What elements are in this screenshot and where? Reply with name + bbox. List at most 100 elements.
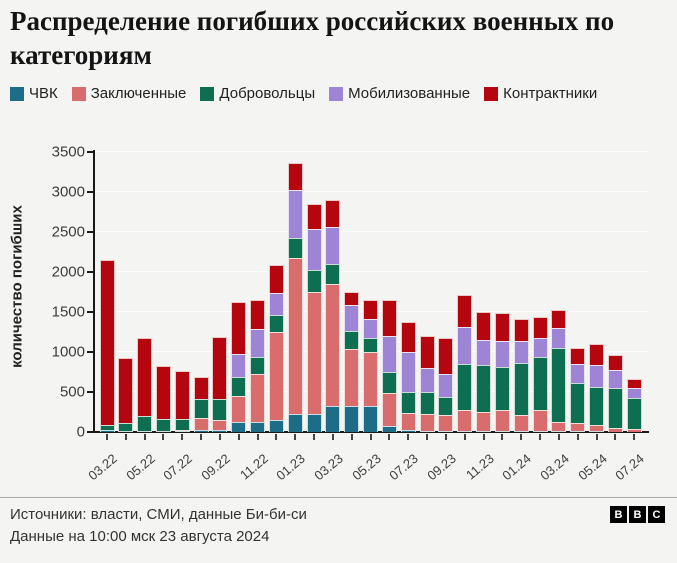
bar-segment-Контрактники[interactable]	[325, 199, 341, 227]
bar-segment-Мобилизованные[interactable]	[457, 327, 473, 365]
bar-segment-Контрактники[interactable]	[268, 264, 284, 294]
bar-01.24[interactable]	[513, 318, 529, 432]
bar-segment-ЧВК[interactable]	[287, 413, 303, 432]
bar-segment-Добровольцы[interactable]	[494, 367, 510, 411]
bar-04.23[interactable]	[344, 292, 360, 432]
bar-segment-Заключенные[interactable]	[476, 411, 492, 431]
bar-segment-Мобилизованные[interactable]	[589, 365, 605, 387]
bar-segment-ЧВК[interactable]	[494, 431, 510, 432]
bar-03.22[interactable]	[99, 259, 115, 432]
bar-segment-Контрактники[interactable]	[344, 292, 360, 305]
bar-segment-ЧВК[interactable]	[570, 431, 586, 432]
bar-segment-Добровольцы[interactable]	[438, 397, 454, 416]
bar-segment-Заключенные[interactable]	[268, 332, 284, 420]
bar-segment-Контрактники[interactable]	[193, 376, 209, 400]
bar-segment-Контрактники[interactable]	[513, 318, 529, 342]
bar-segment-Мобилизованные[interactable]	[438, 373, 454, 398]
bar-10.23[interactable]	[457, 294, 473, 432]
bar-segment-Добровольцы[interactable]	[268, 314, 284, 332]
bar-07.23[interactable]	[400, 321, 416, 432]
bar-segment-Добровольцы[interactable]	[363, 338, 379, 353]
bar-segment-Контрактники[interactable]	[570, 348, 586, 365]
bar-segment-Контрактники[interactable]	[99, 259, 115, 426]
bar-03.24[interactable]	[551, 309, 567, 432]
bar-segment-Мобилизованные[interactable]	[570, 364, 586, 384]
bar-segment-ЧВК[interactable]	[513, 431, 529, 432]
bar-segment-Заключенные[interactable]	[400, 412, 416, 431]
bar-segment-Добровольцы[interactable]	[381, 372, 397, 393]
bar-segment-Добровольцы[interactable]	[626, 398, 642, 429]
bar-segment-ЧВК[interactable]	[589, 431, 605, 432]
bar-segment-Мобилизованные[interactable]	[268, 293, 284, 315]
bar-segment-Добровольцы[interactable]	[155, 419, 171, 431]
bar-segment-ЧВК[interactable]	[155, 431, 171, 432]
bar-segment-Заключенные[interactable]	[626, 428, 642, 432]
bar-segment-ЧВК[interactable]	[212, 430, 228, 432]
bar-segment-ЧВК[interactable]	[231, 422, 247, 432]
bar-segment-ЧВК[interactable]	[325, 406, 341, 432]
bar-segment-Добровольцы[interactable]	[287, 237, 303, 258]
bar-04.22[interactable]	[118, 358, 134, 432]
bar-segment-Заключенные[interactable]	[306, 292, 322, 414]
bar-segment-Заключенные[interactable]	[419, 414, 435, 431]
bar-segment-ЧВК[interactable]	[193, 429, 209, 432]
bar-segment-Заключенные[interactable]	[250, 374, 266, 422]
bar-segment-ЧВК[interactable]	[400, 430, 416, 432]
bar-segment-Мобилизованные[interactable]	[325, 226, 341, 265]
bar-07.24[interactable]	[626, 379, 642, 432]
bar-12.22[interactable]	[268, 264, 284, 432]
bar-segment-Заключенные[interactable]	[231, 396, 247, 423]
bar-segment-Заключенные[interactable]	[494, 410, 510, 431]
bar-segment-Добровольцы[interactable]	[118, 422, 134, 431]
bar-segment-Контрактники[interactable]	[476, 311, 492, 340]
bar-segment-Добровольцы[interactable]	[570, 383, 586, 424]
bar-segment-ЧВК[interactable]	[250, 421, 266, 432]
bar-segment-ЧВК[interactable]	[419, 430, 435, 432]
bar-segment-Заключенные[interactable]	[174, 429, 190, 431]
bar-09.22[interactable]	[212, 337, 228, 432]
bar-segment-ЧВК[interactable]	[438, 431, 454, 432]
bar-segment-Добровольцы[interactable]	[589, 386, 605, 425]
bar-segment-ЧВК[interactable]	[306, 413, 322, 432]
bar-segment-Мобилизованные[interactable]	[363, 319, 379, 339]
bar-segment-Мобилизованные[interactable]	[532, 338, 548, 357]
bar-segment-Заключенные[interactable]	[513, 415, 529, 431]
bar-03.23[interactable]	[325, 199, 341, 432]
bar-segment-Мобилизованные[interactable]	[381, 336, 397, 373]
bar-segment-Контрактники[interactable]	[118, 358, 134, 423]
bar-segment-Контрактники[interactable]	[607, 355, 623, 370]
bar-segment-Контрактники[interactable]	[212, 337, 228, 399]
bar-segment-Добровольцы[interactable]	[532, 356, 548, 411]
bar-segment-Мобилизованные[interactable]	[626, 388, 642, 399]
bar-segment-Мобилизованные[interactable]	[287, 190, 303, 238]
bar-segment-Заключенные[interactable]	[344, 348, 360, 406]
bar-segment-Контрактники[interactable]	[626, 379, 642, 389]
bar-segment-Заключенные[interactable]	[212, 420, 228, 431]
bar-segment-Добровольцы[interactable]	[457, 364, 473, 411]
bar-segment-Контрактники[interactable]	[589, 344, 605, 366]
bar-segment-Контрактники[interactable]	[250, 300, 266, 329]
bar-segment-Контрактники[interactable]	[155, 366, 171, 419]
bar-segment-ЧВК[interactable]	[457, 431, 473, 432]
bar-02.23[interactable]	[306, 203, 322, 432]
bar-01.23[interactable]	[287, 163, 303, 432]
bar-segment-ЧВК[interactable]	[551, 431, 567, 432]
bar-segment-Мобилизованные[interactable]	[344, 304, 360, 332]
bar-segment-Заключенные[interactable]	[325, 284, 341, 407]
bar-segment-ЧВК[interactable]	[344, 405, 360, 432]
bar-segment-Мобилизованные[interactable]	[250, 328, 266, 357]
bar-segment-Добровольцы[interactable]	[174, 419, 190, 430]
bar-11.23[interactable]	[476, 311, 492, 432]
bar-segment-ЧВК[interactable]	[532, 431, 548, 432]
bar-segment-Добровольцы[interactable]	[137, 416, 153, 431]
bar-segment-Заключенные[interactable]	[551, 421, 567, 431]
bar-segment-Мобилизованные[interactable]	[551, 328, 567, 349]
bar-segment-Контрактники[interactable]	[137, 337, 153, 417]
bar-segment-Мобилизованные[interactable]	[476, 339, 492, 365]
bar-segment-Добровольцы[interactable]	[231, 376, 247, 397]
bar-07.22[interactable]	[174, 371, 190, 432]
bar-segment-ЧВК[interactable]	[476, 431, 492, 432]
bar-09.23[interactable]	[438, 337, 454, 432]
bar-segment-ЧВК[interactable]	[99, 429, 115, 432]
bar-segment-Заключенные[interactable]	[532, 410, 548, 431]
